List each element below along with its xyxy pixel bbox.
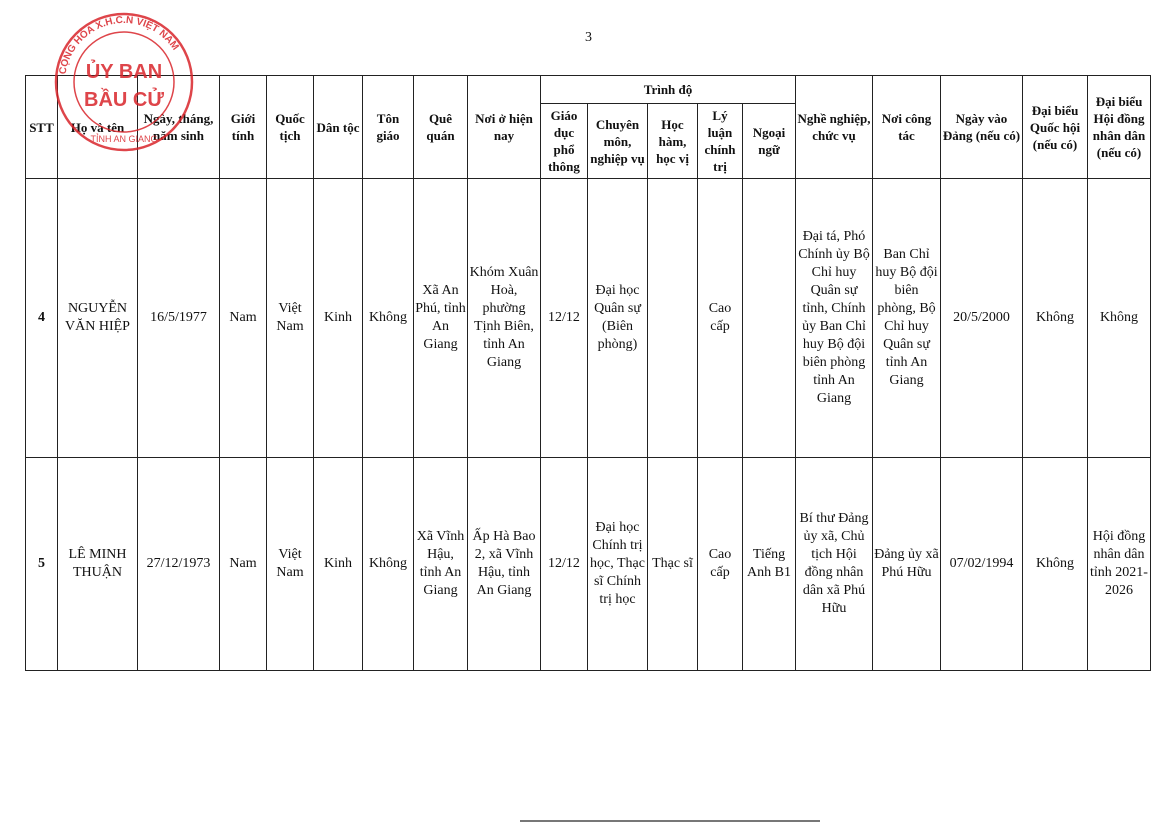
cell-ethnicity: Kinh (313, 178, 363, 458)
header-trinh-do: Trình độ (540, 75, 796, 104)
header-stt: STT (25, 75, 58, 179)
cell-politics: Cao cấp (697, 178, 743, 458)
page-number: 3 (585, 30, 592, 45)
header-party-date: Ngày vào Đảng (nếu có) (940, 75, 1023, 179)
header-ethnicity: Dân tộc (313, 75, 363, 179)
cell-pc-delegate: Không (1087, 178, 1151, 458)
header-workplace: Nơi công tác (872, 75, 941, 179)
cell-workplace: Ban Chỉ huy Bộ đội biên phòng, Bộ Chỉ hu… (872, 178, 941, 458)
cell-dob: 16/5/1977 (137, 178, 220, 458)
cell-general-edu: 12/12 (540, 178, 588, 458)
header-hometown: Quê quán (413, 75, 468, 179)
cell-pc-delegate: Hội đồng nhân dân tỉnh 2021-2026 (1087, 457, 1151, 671)
cell-language (742, 178, 796, 458)
cell-name: NGUYỄN VĂN HIỆP (57, 178, 138, 458)
cell-gender: Nam (219, 178, 267, 458)
table-row: 4 NGUYỄN VĂN HIỆP 16/5/1977 Nam Việt Nam Kinh… (25, 178, 1151, 458)
header-nationality: Quốc tịch (266, 75, 314, 179)
cell-occupation: Bí thư Đảng ủy xã, Chủ tịch Hội đồng nhâ… (795, 457, 873, 671)
candidate-table: STT Họ và tên Ngày, tháng, năm sinh Giới… (25, 75, 1151, 671)
cell-dob: 27/12/1973 (137, 457, 220, 671)
header-general-edu: Giáo dục phổ thông (540, 103, 588, 179)
cell-gender: Nam (219, 457, 267, 671)
header-specialty: Chuyên môn, nghiệp vụ (587, 103, 648, 179)
cell-politics: Cao cấp (697, 457, 743, 671)
header-name: Họ và tên (57, 75, 138, 179)
cell-na-delegate: Không (1022, 457, 1088, 671)
cell-nationality: Việt Nam (266, 457, 314, 671)
cell-specialty: Đại học Chính trị học, Thạc sĩ Chính trị… (587, 457, 648, 671)
cell-workplace: Đảng ủy xã Phú Hữu (872, 457, 941, 671)
footer-line (520, 820, 820, 822)
cell-hometown: Xã Vĩnh Hậu, tỉnh An Giang (413, 457, 468, 671)
cell-general-edu: 12/12 (540, 457, 588, 671)
header-dob: Ngày, tháng, năm sinh (137, 75, 220, 179)
cell-specialty: Đại học Quân sự (Biên phòng) (587, 178, 648, 458)
header-politics: Lý luận chính trị (697, 103, 743, 179)
header-gender: Giới tính (219, 75, 267, 179)
header-degree: Học hàm, học vị (647, 103, 698, 179)
cell-religion: Không (362, 178, 414, 458)
cell-degree: Thạc sĩ (647, 457, 698, 671)
header-occupation: Nghề nghiệp, chức vụ (795, 75, 873, 179)
cell-party-date: 07/02/1994 (940, 457, 1023, 671)
cell-stt: 4 (25, 178, 58, 458)
cell-na-delegate: Không (1022, 178, 1088, 458)
header-pc-delegate: Đại biểu Hội đồng nhân dân (nếu có) (1087, 75, 1151, 179)
cell-party-date: 20/5/2000 (940, 178, 1023, 458)
header-language: Ngoại ngữ (742, 103, 796, 179)
cell-religion: Không (362, 457, 414, 671)
cell-language: Tiếng Anh B1 (742, 457, 796, 671)
cell-hometown: Xã An Phú, tỉnh An Giang (413, 178, 468, 458)
cell-name: LÊ MINH THUẬN (57, 457, 138, 671)
svg-text:CỘNG HÒA X.H.C.N VIỆT NAM: CỘNG HÒA X.H.C.N VIỆT NAM (57, 15, 180, 75)
cell-stt: 5 (25, 457, 58, 671)
table-row: 5 LÊ MINH THUẬN 27/12/1973 Nam Việt Nam Kinh K… (25, 457, 1151, 671)
cell-occupation: Đại tá, Phó Chính ủy Bộ Chỉ huy Quân sự … (795, 178, 873, 458)
cell-degree (647, 178, 698, 458)
cell-nationality: Việt Nam (266, 178, 314, 458)
header-na-delegate: Đại biểu Quốc hội (nếu có) (1022, 75, 1088, 179)
header-religion: Tôn giáo (362, 75, 414, 179)
header-residence: Nơi ở hiện nay (467, 75, 541, 179)
cell-ethnicity: Kinh (313, 457, 363, 671)
cell-residence: Ấp Hà Bao 2, xã Vĩnh Hậu, tỉnh An Giang (467, 457, 541, 671)
cell-residence: Khóm Xuân Hoà, phường Tịnh Biên, tỉnh An… (467, 178, 541, 458)
